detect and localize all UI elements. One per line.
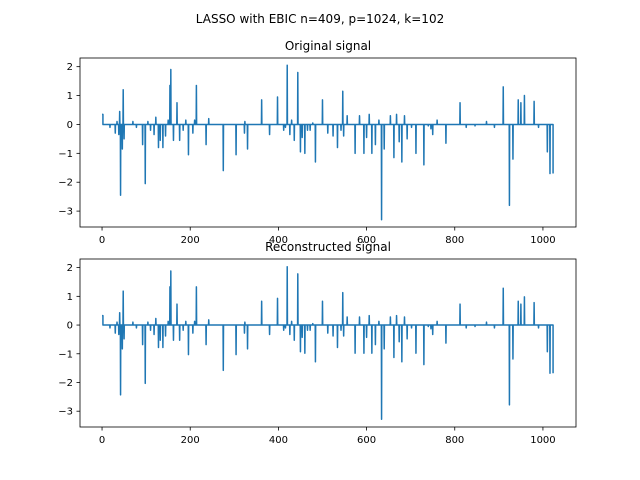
- x-tick-label: 800: [445, 235, 464, 246]
- y-tick-label: 2: [67, 62, 73, 73]
- y-tick-label: 1: [67, 91, 73, 102]
- x-tick-label: 600: [357, 235, 376, 246]
- x-tick-label: 0: [99, 235, 105, 246]
- y-tick-label: 0: [67, 321, 73, 332]
- chart-title: Original signal: [285, 39, 371, 53]
- chart-title: Reconstructed signal: [265, 240, 391, 254]
- series-line-1: [102, 266, 554, 420]
- chart-2: Reconstructed signal 0 200 400 600 800 1000 −3 −…: [58, 240, 577, 446]
- axes-frame: [79, 57, 577, 228]
- y-tick-label: −2: [58, 178, 73, 189]
- x-tick-label: 0: [99, 435, 105, 446]
- x-tick-label: 800: [445, 435, 464, 446]
- x-tick-label: 600: [357, 435, 376, 446]
- y-tick-label: −1: [58, 149, 73, 160]
- y-tick-label: −3: [58, 407, 73, 418]
- chart-1: Original signal 0 200 400 600 800 1000 −3 −2 −1 0 1…: [58, 39, 577, 246]
- series-line-1: [102, 64, 554, 221]
- x-tick-label: 400: [269, 235, 288, 246]
- y-tick-label: 0: [67, 120, 73, 131]
- x-tick-label: 1000: [530, 435, 555, 446]
- y-tick-label: −1: [58, 349, 73, 360]
- y-tick-label: 1: [67, 292, 73, 303]
- x-tick-label: 200: [181, 235, 200, 246]
- y-tick-label: 2: [67, 263, 73, 274]
- y-tick-label: −2: [58, 378, 73, 389]
- x-tick-label: 200: [181, 435, 200, 446]
- y-tick-label: −3: [58, 207, 73, 218]
- figure-suptitle: LASSO with EBIC n=409, p=1024, k=102: [196, 12, 444, 26]
- x-tick-label: 1000: [530, 235, 555, 246]
- x-tick-label: 400: [269, 435, 288, 446]
- axes-frame: [79, 258, 577, 428]
